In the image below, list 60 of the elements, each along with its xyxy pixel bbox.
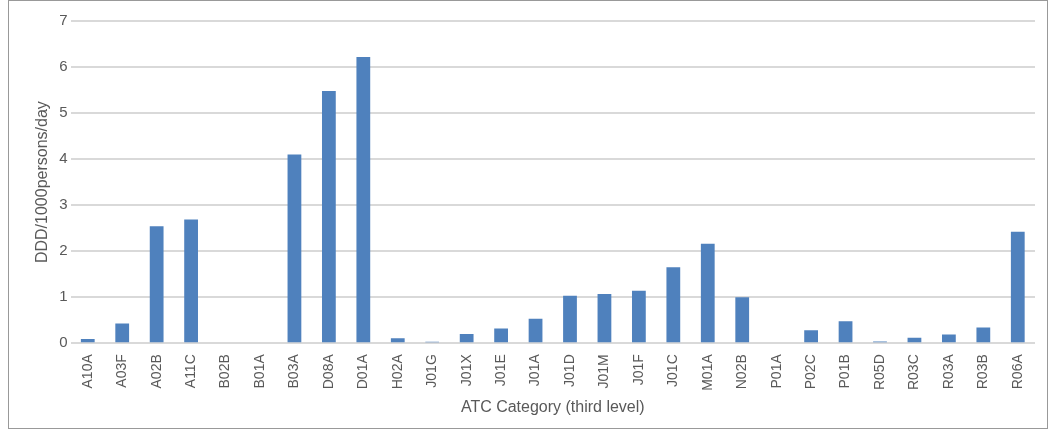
- y-tick-label: 2: [59, 241, 68, 259]
- x-tick-label: D08A: [319, 353, 336, 390]
- x-tick-label: H02A: [388, 353, 405, 390]
- x-tick-label: J01D: [560, 354, 577, 387]
- x-tick-label: B03A: [285, 353, 302, 389]
- y-tick-label: 5: [59, 103, 68, 121]
- bar: [184, 219, 198, 343]
- y-tick-label: 1: [59, 287, 68, 305]
- bar: [149, 226, 164, 343]
- x-tick-label: R05D: [870, 354, 887, 391]
- bar: [528, 318, 543, 343]
- x-tick-label: J01E: [491, 354, 508, 387]
- bar: [459, 334, 474, 343]
- x-tick-label: R03A: [939, 353, 956, 390]
- bar: [700, 243, 715, 343]
- x-tick-label: A11C: [181, 354, 198, 389]
- bar: [494, 328, 508, 343]
- x-tick-label: A10A: [78, 353, 95, 389]
- x-tick-label: P01B: [836, 354, 853, 389]
- y-axis-title: DDD/1000persons/day: [33, 101, 51, 264]
- x-tick-label: M01A: [698, 353, 715, 391]
- x-tick-label: B02B: [216, 354, 233, 389]
- x-tick-label: B01A: [250, 353, 267, 389]
- x-tick-label: J01F: [629, 354, 646, 386]
- x-tick-label: R03B: [974, 354, 991, 390]
- x-tick-label: J01X: [457, 353, 474, 387]
- bar: [597, 293, 612, 343]
- x-tick-label: N02B: [733, 354, 750, 390]
- x-tick-label: A03F: [113, 354, 130, 388]
- bar: [115, 323, 130, 343]
- x-axis-title: ATC Category (third level): [460, 397, 645, 415]
- x-tick-label: J01M: [595, 354, 612, 389]
- bar: [666, 267, 681, 343]
- y-tick-label: 7: [59, 11, 68, 29]
- bar: [287, 154, 302, 343]
- bar: [735, 297, 750, 343]
- y-tick-label: 0: [59, 333, 68, 351]
- x-tick-label: J01G: [423, 354, 440, 388]
- bar: [390, 338, 405, 343]
- x-tick-label: A02B: [147, 354, 164, 389]
- bar: [976, 327, 991, 343]
- bar: [1010, 231, 1025, 343]
- bar: [563, 295, 577, 343]
- bar: [80, 339, 95, 343]
- x-tick-label: P01A: [767, 353, 784, 389]
- y-tick-label: 6: [59, 57, 68, 75]
- x-tick-label: R06A: [1008, 353, 1025, 390]
- x-tick-label: J01C: [664, 354, 681, 387]
- x-tick-label: J01A: [526, 353, 543, 387]
- bar: [838, 321, 853, 343]
- bar: [942, 334, 956, 343]
- x-tick-label: D01A: [354, 353, 371, 390]
- bar: [321, 90, 336, 343]
- x-tick-label: P02C: [801, 354, 818, 390]
- bar: [356, 56, 371, 343]
- bar: [631, 290, 646, 343]
- y-tick-label: 3: [59, 195, 68, 213]
- x-tick-label: R03C: [905, 354, 922, 391]
- y-tick-label: 4: [59, 149, 68, 167]
- bar: [804, 330, 818, 343]
